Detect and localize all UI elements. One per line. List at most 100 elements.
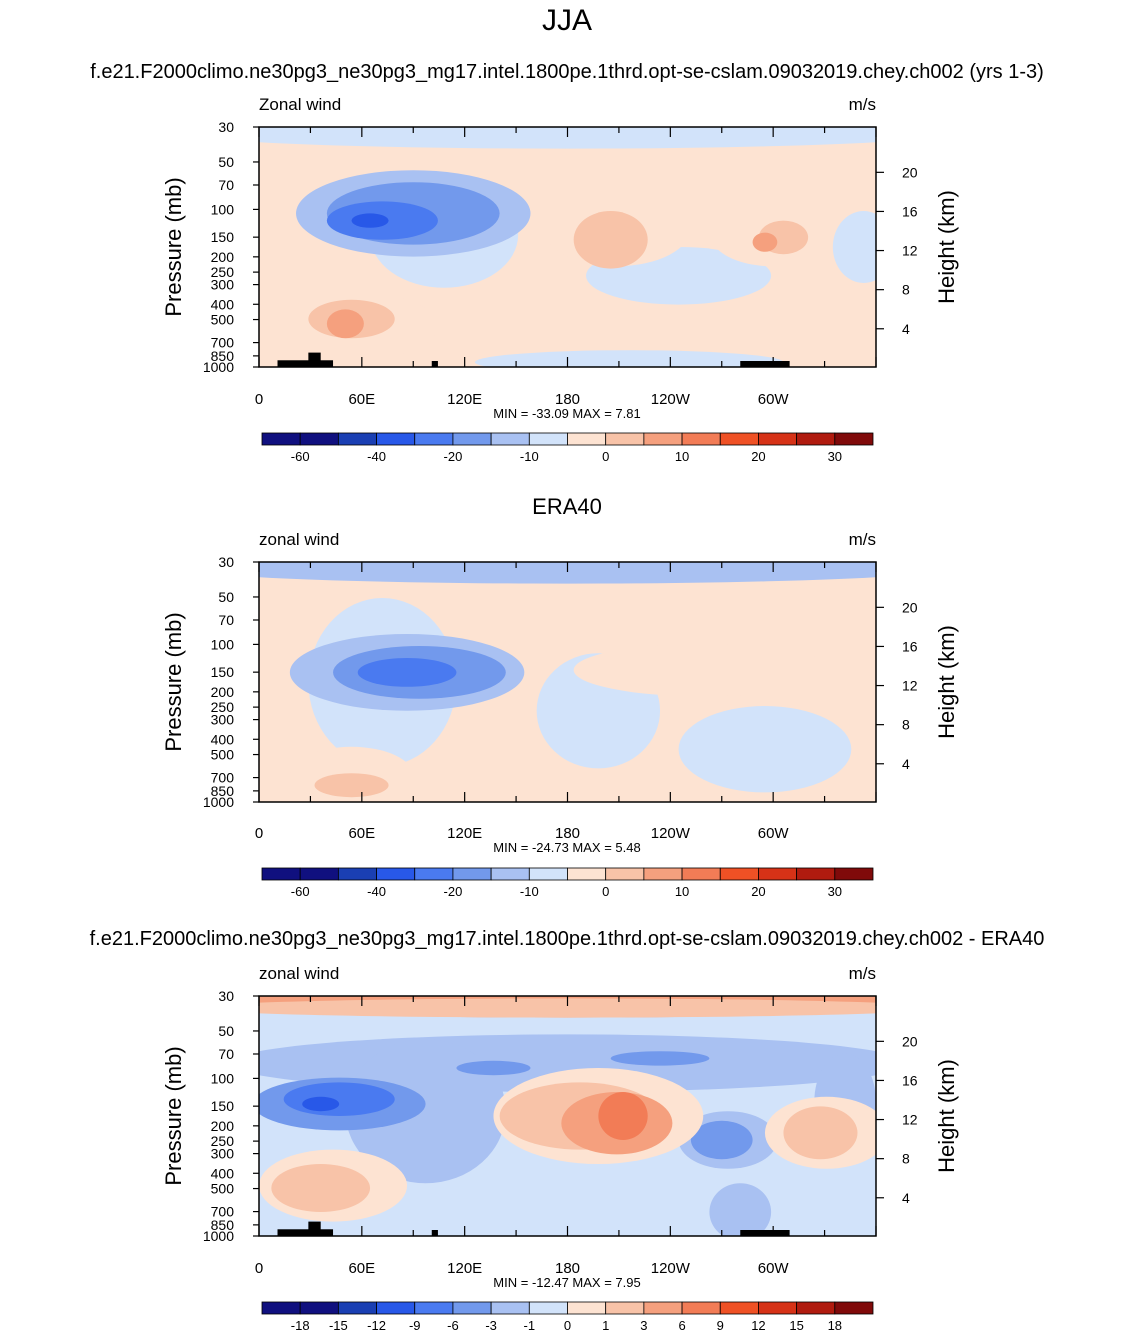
- min-max-stats: MIN = -24.73 MAX = 5.48: [493, 840, 640, 855]
- y-tick-label: 700: [211, 770, 235, 786]
- x-tick-label: 0: [255, 1260, 263, 1277]
- y-tick-label: 250: [211, 1133, 235, 1149]
- y-tick-label: 70: [218, 612, 234, 628]
- colorbar-cell: [834, 432, 874, 446]
- y-tick-label: 70: [218, 1046, 234, 1062]
- orography: [740, 1230, 790, 1236]
- colorbar-cell: [758, 1301, 798, 1315]
- colorbar-cell: [452, 432, 492, 446]
- contour-region: [345, 1039, 506, 1184]
- y-tick-label: 850: [211, 1217, 235, 1233]
- y-tick-label: 150: [211, 1098, 235, 1114]
- y-tick-label: 100: [211, 201, 235, 217]
- orography: [431, 361, 438, 367]
- colorbar-cell: [719, 1301, 759, 1315]
- chart-panel-2: ERA40 zonal wind m/s 0 60E 120E 180 120W 60W 30 50…: [161, 494, 959, 899]
- x-tick-label: 180: [555, 391, 580, 408]
- colorbar-label: 0: [564, 1318, 571, 1333]
- colorbar-label: 10: [675, 449, 689, 464]
- panel-title: f.e21.F2000climo.ne30pg3_ne30pg3_mg17.in…: [90, 61, 1044, 83]
- colorbar-label: -18: [291, 1318, 310, 1333]
- y-tick-label: 250: [211, 264, 235, 280]
- y-right-tick-label: 8: [902, 282, 910, 298]
- colorbar-cell: [528, 1301, 568, 1315]
- y-tick-label: 850: [211, 348, 235, 364]
- colorbar-cell: [452, 867, 492, 881]
- colorbar-label: -15: [329, 1318, 348, 1333]
- variable-label: Zonal wind: [259, 95, 341, 114]
- colorbar-cell: [261, 1301, 301, 1315]
- contour-region: [678, 706, 852, 793]
- contour-region: [271, 1164, 371, 1212]
- page-title: JJA: [542, 4, 592, 37]
- colorbar-label: -3: [485, 1318, 497, 1333]
- contour-region: [259, 998, 876, 1018]
- y-tick-label: 100: [211, 636, 235, 652]
- x-tick-label: 120W: [651, 825, 691, 842]
- panel-title: f.e21.F2000climo.ne30pg3_ne30pg3_mg17.in…: [90, 928, 1045, 950]
- orography: [277, 360, 334, 367]
- x-tick-label: 120W: [651, 1260, 691, 1277]
- contour-region: [474, 350, 784, 367]
- colorbar-label: -12: [367, 1318, 386, 1333]
- contour-region: [832, 211, 876, 283]
- colorbar-cell: [796, 867, 836, 881]
- x-tick-label: 60E: [348, 825, 375, 842]
- colorbar-label: -40: [367, 884, 386, 899]
- panel-title: ERA40: [532, 494, 602, 519]
- y-tick-label: 30: [218, 988, 234, 1004]
- contour-region: [573, 211, 648, 269]
- orography: [277, 1229, 334, 1236]
- colorbar-label: 18: [828, 1318, 842, 1333]
- x-tick-label: 120E: [447, 1260, 482, 1277]
- y-tick-label: 70: [218, 177, 234, 193]
- colorbar-label: 12: [751, 1318, 765, 1333]
- x-tick-label: 120E: [447, 391, 482, 408]
- units-label: m/s: [849, 964, 876, 983]
- colorbar-cell: [834, 1301, 874, 1315]
- x-tick-label: 60W: [758, 391, 790, 408]
- orography: [308, 1221, 321, 1236]
- colorbar-cell: [681, 1301, 721, 1315]
- contour-region: [326, 309, 364, 339]
- contour-region: [752, 232, 778, 252]
- y-right-tick-label: 16: [902, 638, 918, 654]
- min-max-stats: MIN = -12.47 MAX = 7.95: [493, 1275, 640, 1290]
- units-label: m/s: [849, 95, 876, 114]
- y-tick-label: 150: [211, 664, 235, 680]
- contour-region: [783, 1106, 858, 1160]
- colorbar-cell: [414, 867, 454, 881]
- y-tick-label: 200: [211, 249, 235, 265]
- contour-region: [283, 1082, 395, 1116]
- y-axis-title: Pressure (mb): [161, 177, 186, 316]
- y-right-tick-label: 16: [902, 1072, 918, 1088]
- colorbar-label: -10: [520, 449, 539, 464]
- x-tick-label: 60E: [348, 391, 375, 408]
- y-right-tick-label: 4: [902, 321, 910, 337]
- y-tick-label: 1000: [203, 1228, 234, 1244]
- colorbar-cell: [261, 867, 301, 881]
- colorbar-label: -6: [447, 1318, 459, 1333]
- colorbar-cell: [719, 867, 759, 881]
- colorbar-label: 9: [717, 1318, 724, 1333]
- colorbar-label: 3: [640, 1318, 647, 1333]
- colorbar-cell: [337, 432, 377, 446]
- colorbar-cell: [567, 867, 607, 881]
- colorbar-cell: [490, 867, 530, 881]
- y-tick-label: 500: [211, 312, 235, 328]
- y-tick-label: 150: [211, 229, 235, 245]
- colorbar-cell: [490, 432, 530, 446]
- colorbar-cell: [605, 432, 645, 446]
- y-right-tick-label: 20: [902, 1033, 918, 1049]
- colorbar-label: 6: [678, 1318, 685, 1333]
- colorbar-cell: [758, 432, 798, 446]
- y-tick-label: 400: [211, 1165, 235, 1181]
- colorbar-label: 30: [828, 449, 842, 464]
- y-axis-title: Pressure (mb): [161, 612, 186, 751]
- min-max-stats: MIN = -33.09 MAX = 7.81: [493, 406, 640, 421]
- contour-region: [456, 1060, 531, 1076]
- colorbar-label: 20: [751, 449, 765, 464]
- y-right-tick-label: 4: [902, 1190, 910, 1206]
- y-tick-label: 200: [211, 684, 235, 700]
- contour-region: [610, 1051, 710, 1066]
